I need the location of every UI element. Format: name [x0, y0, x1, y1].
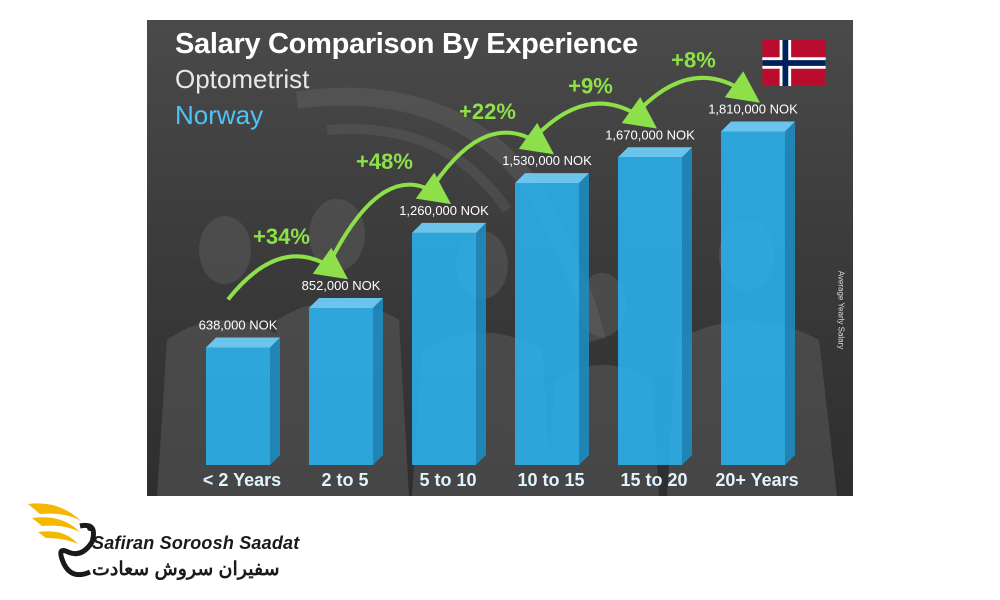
category-label: 20+ Years [715, 470, 798, 490]
category-label: 5 to 10 [419, 470, 476, 490]
norway-flag-icon [762, 40, 826, 86]
category-label: 2 to 5 [321, 470, 368, 490]
chart-panel: Salary Comparison By Experience Optometr… [147, 20, 853, 496]
growth-arrow [226, 247, 349, 301]
growth-arrow [535, 96, 658, 137]
bar-0 [206, 337, 280, 465]
chart-title: Salary Comparison By Experience [175, 28, 638, 60]
bar-1 [309, 298, 383, 465]
growth-label: +22% [459, 99, 516, 124]
category-label: < 2 Years [203, 470, 281, 490]
chart-subtitle: Optometrist [175, 64, 310, 94]
category-label: 10 to 15 [517, 470, 584, 490]
growth-arrow [638, 71, 761, 111]
y-axis-label: Average Yearly Salary [836, 270, 846, 350]
category-label: 15 to 20 [620, 470, 687, 490]
bar-4 [618, 147, 692, 466]
value-label: 1,260,000 NOK [399, 203, 489, 218]
brand-name-fa: سفیران سروش سعادت [92, 559, 280, 580]
growth-label: +9% [568, 73, 613, 98]
value-label: 638,000 NOK [199, 317, 278, 332]
bar-chart: 638,000 NOK < 2 Years 852,000 NOK 2 to 5 1,2… [199, 48, 799, 490]
brand-name-en: Safiran Soroosh Saadat [92, 533, 300, 553]
value-label: 1,810,000 NOK [708, 102, 798, 117]
brand-logo-icon [28, 503, 96, 578]
value-label: 852,000 NOK [302, 278, 381, 293]
growth-arrow [432, 122, 555, 186]
bar-5 [721, 121, 795, 465]
bar-2 [412, 222, 486, 465]
value-label: 1,530,000 NOK [502, 153, 592, 168]
growth-label: +48% [356, 149, 413, 174]
growth-arrow [329, 172, 452, 261]
growth-label: +8% [671, 48, 716, 73]
value-label: 1,670,000 NOK [605, 127, 695, 142]
bar-3 [515, 173, 589, 465]
growth-label: +34% [253, 224, 310, 249]
country-label: Norway [175, 100, 264, 130]
